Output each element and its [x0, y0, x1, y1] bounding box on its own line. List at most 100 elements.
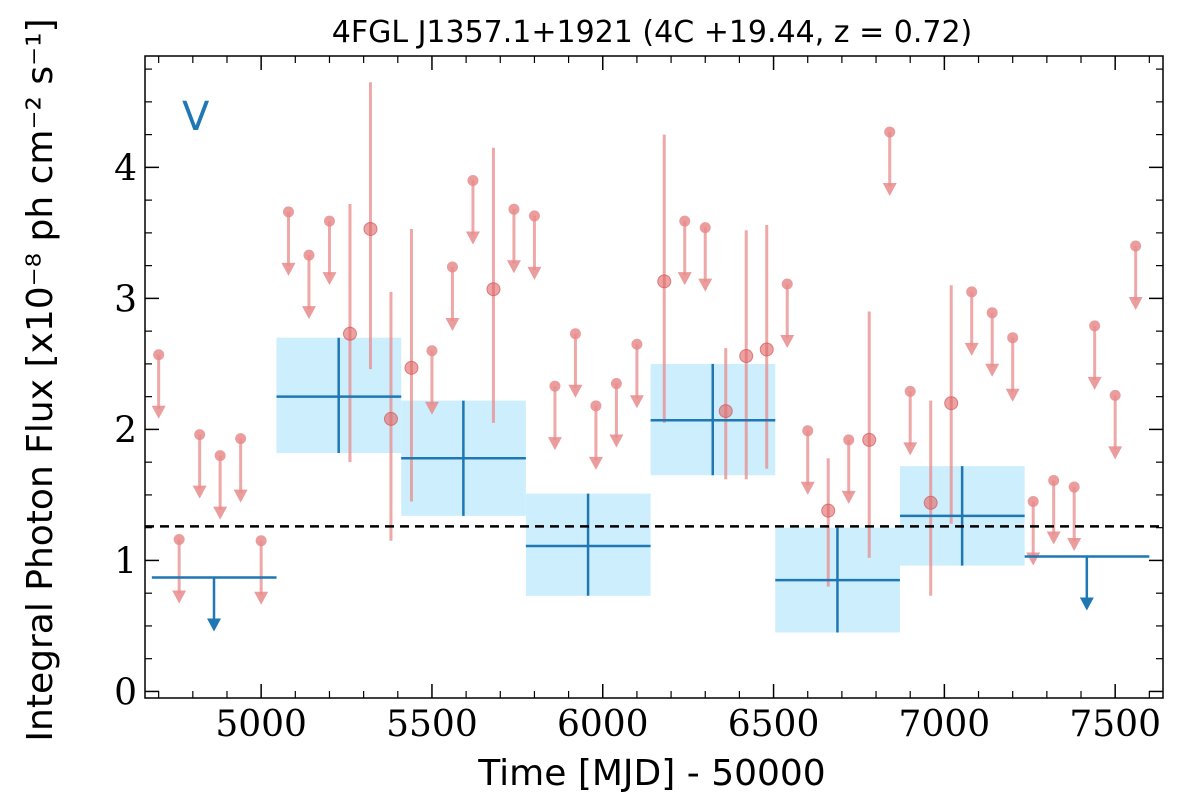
- y-tick-label: 3: [114, 279, 137, 320]
- short-bin-upper-limit: [966, 286, 978, 298]
- short-bin-upper-limit: [323, 215, 335, 227]
- short-bin-upper-limit: [1027, 495, 1039, 507]
- short-bin-point: [363, 221, 378, 236]
- short-bin-upper-limit: [1068, 481, 1080, 493]
- y-tick-label: 2: [114, 410, 137, 451]
- short-bin-limit-arrow: [1128, 296, 1143, 310]
- short-bin-limit-arrow: [609, 434, 624, 448]
- short-bin-point: [923, 495, 938, 510]
- short-bin-point: [862, 432, 877, 447]
- short-bin-limit-arrow: [151, 405, 166, 419]
- short-bin-upper-limit: [467, 174, 479, 186]
- short-bin-upper-limit: [904, 385, 916, 397]
- plot-area: [145, 82, 1163, 633]
- x-tick-label: 6500: [728, 704, 820, 745]
- short-bin-limit-arrow: [1005, 388, 1020, 402]
- short-bin-upper-limit: [1089, 320, 1101, 332]
- chart-title: 4FGL J1357.1+1921 (4C +19.44, z = 0.72): [332, 15, 973, 50]
- short-bin-limit-arrow: [281, 262, 296, 276]
- short-bin-upper-limit: [255, 535, 267, 547]
- short-bin-upper-limit: [1048, 475, 1060, 487]
- short-bin-limit-arrow: [233, 489, 248, 503]
- x-tick-label: 7000: [899, 704, 991, 745]
- x-tick-label: 7500: [1069, 704, 1161, 745]
- x-tick-label: 6000: [557, 704, 649, 745]
- short-bin-upper-limit: [153, 349, 165, 361]
- short-bin-limit-arrow: [506, 260, 521, 274]
- short-bin-point: [486, 282, 501, 297]
- short-bin-upper-limit: [843, 434, 855, 446]
- short-bin-upper-limit: [173, 533, 185, 545]
- short-bin-upper-limit: [214, 450, 226, 462]
- x-tick-label: 5500: [386, 704, 478, 745]
- short-bin-limit-arrow: [192, 485, 207, 499]
- short-bin-limit-arrow: [424, 401, 439, 415]
- y-axis-label: Integral Photon Flux [x10⁻⁸ ph cm⁻² s⁻¹]: [20, 18, 61, 741]
- short-bin-upper-limit: [303, 249, 315, 261]
- short-bin-limit-arrow: [465, 231, 480, 245]
- short-bin-limit-arrow: [677, 272, 692, 286]
- short-bin-limit-arrow: [1026, 552, 1041, 566]
- short-bin-upper-limit: [699, 222, 711, 234]
- y-tick-label: 4: [114, 148, 137, 189]
- short-bin-upper-limit: [590, 400, 602, 412]
- short-bin-limit-arrow: [172, 590, 187, 604]
- short-bin-limit-arrow: [903, 442, 918, 456]
- short-bin-upper-limit: [446, 261, 458, 273]
- short-bin-limit-arrow: [588, 456, 603, 470]
- short-bin-upper-limit: [1130, 240, 1142, 252]
- short-bin-upper-limit: [569, 328, 581, 340]
- short-bin-limit-arrow: [301, 306, 316, 320]
- long-bin-limit-arrow: [1079, 597, 1094, 611]
- short-bin-limit-arrow: [985, 363, 1000, 377]
- short-bin-limit-arrow: [964, 342, 979, 356]
- short-bin-upper-limit: [194, 429, 206, 441]
- short-bin-upper-limit: [679, 215, 691, 227]
- short-bin-upper-limit: [549, 380, 561, 392]
- short-bin-point: [657, 274, 672, 289]
- short-bin-point: [718, 404, 733, 419]
- short-bin-upper-limit: [426, 345, 438, 357]
- short-bin-upper-limit: [610, 378, 622, 390]
- short-bin-limit-arrow: [1087, 376, 1102, 390]
- short-bin-upper-limit: [802, 425, 814, 437]
- short-bin-limit-arrow: [547, 437, 562, 451]
- short-bin-upper-limit: [631, 338, 643, 350]
- short-bin-upper-limit: [986, 307, 998, 319]
- short-bin-upper-limit: [508, 203, 520, 215]
- short-bin-upper-limit: [884, 126, 896, 138]
- short-bin-point: [342, 326, 357, 341]
- short-bin-upper-limit: [781, 278, 793, 290]
- short-bin-upper-limit: [235, 433, 247, 445]
- short-bin-limit-arrow: [568, 384, 583, 398]
- short-bin-upper-limit: [282, 206, 294, 218]
- short-bin-upper-limit: [1109, 389, 1121, 401]
- x-tick-label: 5000: [215, 704, 307, 745]
- short-bin-limit-arrow: [780, 334, 795, 348]
- short-bin-limit-arrow: [882, 182, 897, 196]
- short-bin-limit-arrow: [800, 481, 815, 495]
- short-bin-limit-arrow: [841, 490, 856, 504]
- short-bin-limit-arrow: [322, 272, 337, 286]
- short-bin-point: [404, 360, 419, 375]
- short-bin-limit-arrow: [445, 317, 460, 331]
- long-bin-limit-arrow: [207, 618, 222, 632]
- short-bin-limit-arrow: [1046, 531, 1061, 545]
- short-bin-point: [759, 342, 774, 357]
- axes: 5000 5500 6000 6500 7000 7500 0 1 2 3 4: [114, 55, 1164, 745]
- short-bin-limit-arrow: [1108, 446, 1123, 460]
- plot-frame: [144, 55, 1164, 699]
- short-bin-limit-arrow: [213, 506, 228, 520]
- short-bin-limit-arrow: [1067, 538, 1082, 552]
- short-bin-upper-limit: [1007, 332, 1019, 344]
- y-tick-label: 1: [114, 541, 137, 582]
- short-bin-point: [739, 349, 754, 364]
- y-tick-label: 0: [114, 672, 137, 713]
- panel-label: V: [182, 94, 210, 140]
- short-bin-point: [821, 503, 836, 518]
- x-axis-label: Time [MJD] - 50000: [477, 753, 825, 794]
- short-bin-point: [944, 396, 959, 411]
- short-bin-limit-arrow: [629, 395, 644, 409]
- short-bin-limit-arrow: [527, 266, 542, 280]
